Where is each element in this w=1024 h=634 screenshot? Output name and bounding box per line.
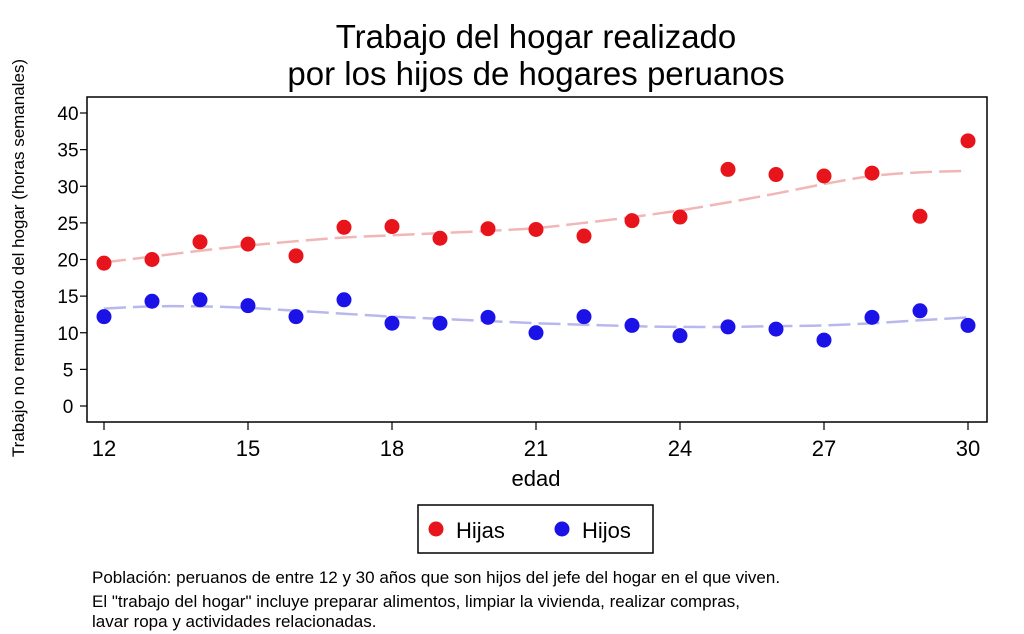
data-point-hijos (624, 317, 640, 333)
data-point-hijos (240, 298, 256, 314)
data-point-hijos (528, 325, 544, 341)
data-point-hijas (480, 221, 496, 237)
data-point-hijos (480, 309, 496, 325)
x-tick-label: 18 (380, 436, 404, 461)
note-definition-cont: lavar ropa y actividades relacionadas. (92, 612, 377, 631)
data-point-hijas (384, 219, 400, 235)
data-point-hijos (960, 317, 976, 333)
x-tick-label: 15 (236, 436, 260, 461)
data-point-hijos (912, 303, 928, 319)
y-tick-label: 10 (57, 324, 78, 345)
data-point-hijas (672, 209, 688, 225)
chart-title-line-1: Trabajo del hogar realizado (336, 18, 737, 55)
trend-lines (103, 169, 969, 329)
y-axis: 0 5 10 15 20 25 30 35 40 (57, 104, 87, 418)
x-axis: 12 15 18 21 24 27 30 (92, 422, 980, 461)
note-population: Población: peruanos de entre 12 y 30 año… (92, 568, 781, 587)
trend-line-hijas (103, 169, 969, 264)
data-point-hijos (288, 309, 304, 325)
data-point-hijas (816, 168, 832, 184)
x-tick-label: 30 (956, 436, 980, 461)
data-point-hijas (864, 165, 880, 181)
legend: Hijas Hijos (417, 504, 654, 554)
data-point-hijos (192, 292, 208, 308)
data-point-hijos (96, 309, 112, 325)
data-point-hijas (912, 208, 928, 224)
data-point-hijos (432, 315, 448, 331)
x-axis-label: edad (512, 466, 561, 491)
data-point-hijas (624, 213, 640, 229)
data-point-hijas (528, 221, 544, 237)
data-point-hijas (96, 255, 112, 271)
y-tick-label: 5 (63, 360, 74, 381)
y-tick-label: 35 (57, 141, 78, 162)
chart-title-line-2: por los hijos de hogares peruanos (287, 55, 784, 92)
data-point-hijos (672, 328, 688, 344)
legend-marker-hijas (428, 521, 444, 537)
data-point-hijas (336, 219, 352, 235)
y-tick-label: 15 (57, 287, 78, 308)
data-point-hijas (432, 230, 448, 246)
y-tick-label: 0 (63, 397, 74, 418)
data-point-hijas (576, 228, 592, 244)
data-point-hijas (240, 236, 256, 252)
data-point-hijos (384, 315, 400, 331)
x-tick-label: 12 (92, 436, 116, 461)
data-point-hijas (192, 234, 208, 250)
y-tick-label: 30 (57, 177, 78, 198)
data-point-hijos (864, 309, 880, 325)
data-point-hijos (720, 319, 736, 335)
y-tick-label: 25 (57, 214, 78, 235)
y-tick-label: 40 (57, 104, 78, 125)
data-point-hijos (816, 332, 832, 348)
data-point-hijas (720, 161, 736, 177)
data-point-hijos (576, 309, 592, 325)
data-point-hijas (960, 133, 976, 149)
trend-line-hijos (103, 304, 969, 329)
plot-area (86, 96, 988, 423)
data-point-hijos (144, 293, 160, 309)
data-point-hijos (336, 292, 352, 308)
data-point-hijas (768, 167, 784, 183)
data-point-hijas (144, 252, 160, 267)
legend-label-hijos: Hijos (582, 518, 631, 543)
y-tick-label: 20 (57, 251, 78, 272)
legend-marker-hijos (554, 521, 570, 537)
x-tick-label: 27 (812, 436, 836, 461)
data-point-hijos (768, 321, 784, 337)
legend-label-hijas: Hijas (456, 518, 505, 543)
note-definition: El "trabajo del hogar" incluye preparar … (92, 592, 740, 611)
data-points (96, 133, 976, 348)
y-axis-label: Trabajo no remunerado del hogar (horas s… (9, 59, 28, 457)
x-tick-label: 21 (524, 436, 548, 461)
legend-box (417, 504, 654, 554)
x-tick-label: 24 (668, 436, 692, 461)
data-point-hijas (288, 248, 304, 264)
